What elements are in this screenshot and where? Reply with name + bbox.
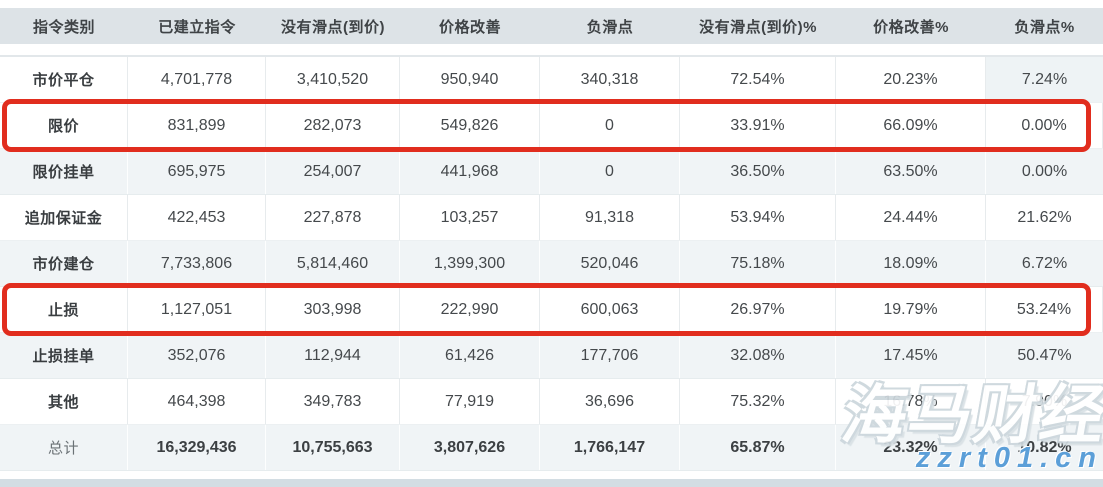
cell-value: 7,733,806 <box>128 241 266 286</box>
table-row-3[interactable]: 追加保证金 422,453 227,878 103,257 91,318 53.94% 24… <box>0 195 1103 241</box>
column-header-5[interactable]: 没有滑点(到价)% <box>699 18 817 36</box>
cell-value: 36.50% <box>680 149 836 194</box>
cell-value: 75.18% <box>680 241 836 286</box>
cell-value: 600,063 <box>540 287 680 332</box>
table-body: 市价平仓 4,701,778 3,410,520 950,940 340,318 72.5… <box>0 57 1103 471</box>
cell-value: 65.87% <box>680 425 836 470</box>
cell-value: 1,399,300 <box>400 241 540 286</box>
column-header-7[interactable]: 负滑点% <box>1014 18 1075 36</box>
cell-value: 112,944 <box>266 333 400 378</box>
cell-value: 91,318 <box>540 195 680 240</box>
row-label: 止损 <box>0 287 128 332</box>
cell-value: 349,783 <box>266 379 400 424</box>
row-label: 限价挂单 <box>0 149 128 194</box>
table-row-1[interactable]: 限价 831,899 282,073 549,826 0 33.91% 66.09% 0.00… <box>0 99 1103 152</box>
table-row-8[interactable]: 总计 16,329,436 10,755,663 3,807,626 1,766,147… <box>0 425 1103 471</box>
cell-value: 441,968 <box>400 149 540 194</box>
table-row-2[interactable]: 限价挂单 695,975 254,007 441,968 0 36.50% 63.50% 0.… <box>0 149 1103 195</box>
column-header-0[interactable]: 指令类别 <box>32 18 95 36</box>
cell-value: 0.00% <box>1021 162 1068 180</box>
cell-value: 6.72% <box>1021 254 1068 272</box>
table-row-5[interactable]: 止损 1,127,051 303,998 222,990 600,063 26.97% 19… <box>0 283 1103 336</box>
cell-value: 10,755,663 <box>266 425 400 470</box>
cell-value: 3,410,520 <box>266 57 400 102</box>
cell-value: 66.09% <box>836 103 986 148</box>
cell-value: 1,127,051 <box>128 287 266 332</box>
cell-value: 26.97% <box>680 287 836 332</box>
cell-value: 103,257 <box>400 195 540 240</box>
cell-value: 177,706 <box>540 333 680 378</box>
table-row-7[interactable]: 其他 464,398 349,783 77,919 36,696 75.32% 16.78%… <box>0 379 1103 425</box>
cell-value: 282,073 <box>266 103 400 148</box>
cell-value: 950,940 <box>400 57 540 102</box>
cell-value: 61,426 <box>400 333 540 378</box>
cell-value: 831,899 <box>128 103 266 148</box>
row-label: 追加保证金 <box>0 195 128 240</box>
cell-value: 340,318 <box>540 57 680 102</box>
cell-value: 50.47% <box>1017 346 1072 364</box>
cell-value: 0 <box>540 149 680 194</box>
cell-value: 53.94% <box>680 195 836 240</box>
cell-value: 0 <box>540 103 680 148</box>
cell-value: 7.90% <box>1021 392 1068 410</box>
cell-value: 72.54% <box>680 57 836 102</box>
column-header-3[interactable]: 价格改善 <box>438 18 501 36</box>
cell-value: 18.09% <box>836 241 986 286</box>
cell-value: 16.78% <box>836 379 986 424</box>
cell-value: 20.23% <box>836 57 986 102</box>
cell-value: 1,766,147 <box>540 425 680 470</box>
cell-value: 7.24% <box>986 57 1103 102</box>
cell-value: 19.79% <box>836 287 986 332</box>
cell-value: 5,814,460 <box>266 241 400 286</box>
cell-value: 549,826 <box>400 103 540 148</box>
cell-value: 695,975 <box>128 149 266 194</box>
cell-value: 222,990 <box>400 287 540 332</box>
column-header-1[interactable]: 已建立指令 <box>158 18 236 36</box>
row-label: 市价平仓 <box>0 57 128 102</box>
cell-value: 77,919 <box>400 379 540 424</box>
table-row-0[interactable]: 市价平仓 4,701,778 3,410,520 950,940 340,318 72.5… <box>0 57 1103 103</box>
row-label: 市价建仓 <box>0 241 128 286</box>
table-header-row: 指令类别 已建立指令 没有滑点(到价) 价格改善 负滑点 没有滑点(到价)% 价格改善% 负滑… <box>0 8 1103 44</box>
row-label: 限价 <box>0 103 128 148</box>
bottom-scrollbar-track[interactable] <box>0 479 1103 487</box>
column-header-6[interactable]: 价格改善% <box>873 18 949 36</box>
cell-value: 254,007 <box>266 149 400 194</box>
cell-value: 23.32% <box>836 425 986 470</box>
cell-value: 17.45% <box>836 333 986 378</box>
table-row-6[interactable]: 止损挂单 352,076 112,944 61,426 177,706 32.08% 17.… <box>0 333 1103 379</box>
cell-value: 24.44% <box>836 195 986 240</box>
cell-value: 352,076 <box>128 333 266 378</box>
column-header-4[interactable]: 负滑点 <box>586 18 634 36</box>
table-row-4[interactable]: 市价建仓 7,733,806 5,814,460 1,399,300 520,046 75… <box>0 241 1103 287</box>
cell-value: 75.32% <box>680 379 836 424</box>
cell-value: 63.50% <box>836 149 986 194</box>
cell-value: 303,998 <box>266 287 400 332</box>
header-gap <box>0 44 1103 55</box>
cell-value: 3,807,626 <box>400 425 540 470</box>
cell-value: 227,878 <box>266 195 400 240</box>
cell-value: 36,696 <box>540 379 680 424</box>
cell-value: 422,453 <box>128 195 266 240</box>
cell-value: 32.08% <box>680 333 836 378</box>
cell-value: 33.91% <box>680 103 836 148</box>
cell-value: 21.62% <box>1017 208 1072 226</box>
row-label: 总计 <box>0 425 128 470</box>
cell-value: 0.00% <box>986 103 1103 148</box>
row-label: 其他 <box>0 379 128 424</box>
column-header-2[interactable]: 没有滑点(到价) <box>281 18 385 36</box>
cell-value: 53.24% <box>986 287 1103 332</box>
cell-value: 464,398 <box>128 379 266 424</box>
row-label: 止损挂单 <box>0 333 128 378</box>
cell-value: 16,329,436 <box>128 425 266 470</box>
cell-value: 10.82% <box>1017 438 1072 456</box>
order-slippage-table: 指令类别 已建立指令 没有滑点(到价) 价格改善 负滑点 没有滑点(到价)% 价格改善% 负滑… <box>0 8 1103 471</box>
header-divider <box>0 55 1103 57</box>
cell-value: 520,046 <box>540 241 680 286</box>
cell-value: 4,701,778 <box>128 57 266 102</box>
